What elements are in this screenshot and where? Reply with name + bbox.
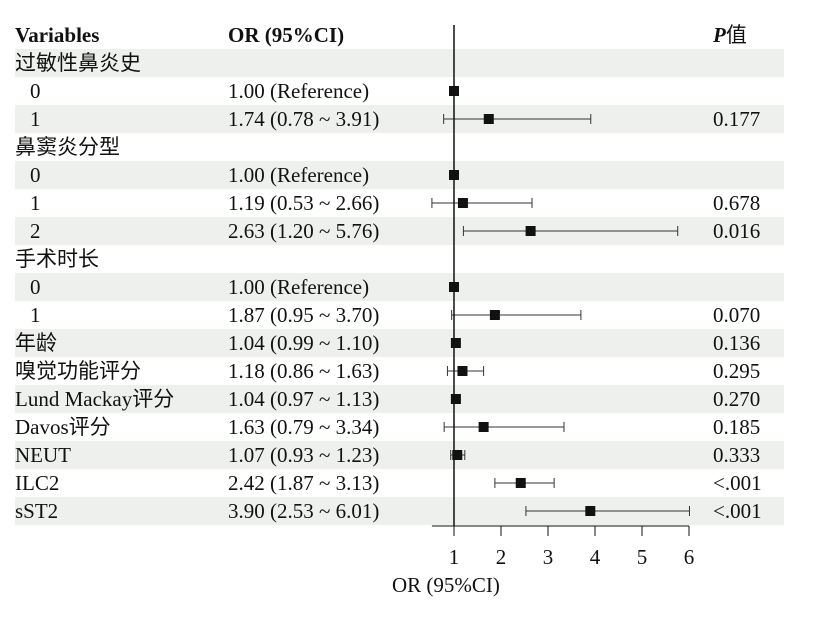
or-ci-text: 2.42 (1.87 ~ 3.13) bbox=[228, 471, 380, 495]
row-stripe bbox=[15, 105, 784, 133]
or-ci-text: 1.87 (0.95 ~ 3.70) bbox=[228, 303, 380, 327]
p-value: 0.136 bbox=[713, 331, 761, 355]
p-value: 0.678 bbox=[713, 191, 761, 215]
group-label: 过敏性鼻炎史 bbox=[15, 51, 141, 75]
row-stripe bbox=[15, 385, 784, 413]
or-point bbox=[525, 226, 536, 236]
or-point bbox=[450, 338, 461, 348]
or-point bbox=[478, 422, 489, 432]
or-ci-text: 1.00 (Reference) bbox=[228, 275, 370, 299]
variable-label: 1 bbox=[30, 107, 41, 131]
or-point bbox=[457, 366, 468, 376]
row-stripe bbox=[15, 49, 784, 77]
variable-label: 0 bbox=[30, 275, 41, 299]
or-ci-text: 2.63 (1.20 ~ 5.76) bbox=[228, 219, 380, 243]
variable-label: 0 bbox=[30, 79, 41, 103]
or-ci-text: 1.19 (0.53 ~ 2.66) bbox=[228, 191, 380, 215]
p-value: <.001 bbox=[713, 471, 762, 495]
p-value: 0.070 bbox=[713, 303, 761, 327]
header-p-letter: P bbox=[713, 23, 726, 47]
or-point bbox=[515, 478, 526, 488]
variable-label: 2 bbox=[30, 219, 41, 243]
or-ci-text: 1.07 (0.93 ~ 1.23) bbox=[228, 443, 380, 467]
variable-label: Lund Mackay评分 bbox=[15, 387, 175, 411]
or-point bbox=[450, 394, 461, 404]
or-point bbox=[457, 198, 468, 208]
variable-label: sST2 bbox=[15, 499, 59, 523]
or-ci-text: 1.00 (Reference) bbox=[228, 163, 370, 187]
x-tick-label: 5 bbox=[637, 545, 648, 569]
or-point bbox=[585, 506, 596, 516]
x-tick-label: 4 bbox=[590, 545, 601, 569]
x-axis-title: OR (95%CI) bbox=[392, 573, 500, 597]
variable-label: 1 bbox=[30, 191, 41, 215]
variable-label: NEUT bbox=[15, 443, 71, 467]
or-ci-text: 1.04 (0.99 ~ 1.10) bbox=[228, 331, 380, 355]
row-stripe bbox=[15, 161, 784, 189]
or-ci-text: 1.04 (0.97 ~ 1.13) bbox=[228, 387, 380, 411]
p-value: 0.295 bbox=[713, 359, 761, 383]
p-value: 0.333 bbox=[713, 443, 761, 467]
header-p: P值 bbox=[713, 21, 747, 49]
x-tick-label: 6 bbox=[684, 545, 695, 569]
x-tick-label: 3 bbox=[543, 545, 554, 569]
header-or: OR (95%CI) bbox=[228, 23, 345, 47]
row-stripe bbox=[15, 329, 784, 357]
p-value: 0.016 bbox=[713, 219, 761, 243]
x-tick-label: 1 bbox=[449, 545, 460, 569]
variable-label: 0 bbox=[30, 163, 41, 187]
or-ci-text: 3.90 (2.53 ~ 6.01) bbox=[228, 499, 380, 523]
row-stripe bbox=[15, 441, 784, 469]
variable-label: 年龄 bbox=[15, 331, 57, 355]
variable-label: Davos评分 bbox=[15, 415, 111, 439]
or-ci-text: 1.74 (0.78 ~ 3.91) bbox=[228, 107, 380, 131]
x-tick-label: 2 bbox=[496, 545, 507, 569]
p-value: <.001 bbox=[713, 499, 762, 523]
or-ci-text: 1.18 (0.86 ~ 1.63) bbox=[228, 359, 380, 383]
or-ci-text: 1.00 (Reference) bbox=[228, 79, 370, 103]
or-point bbox=[489, 310, 500, 320]
p-value: 0.177 bbox=[713, 107, 761, 131]
header-variables: Variables bbox=[15, 23, 100, 47]
or-point bbox=[452, 450, 463, 460]
p-value: 0.270 bbox=[713, 387, 761, 411]
group-label: 手术时长 bbox=[15, 247, 99, 271]
variable-label: 嗅觉功能评分 bbox=[15, 359, 141, 383]
p-value: 0.185 bbox=[713, 415, 761, 439]
variable-label: ILC2 bbox=[15, 471, 60, 495]
group-label: 鼻窦炎分型 bbox=[15, 135, 120, 159]
or-point bbox=[483, 114, 494, 124]
row-stripe bbox=[15, 273, 784, 301]
variable-label: 1 bbox=[30, 303, 41, 327]
or-ci-text: 1.63 (0.79 ~ 3.34) bbox=[228, 415, 380, 439]
header-p-suffix: 值 bbox=[725, 23, 747, 47]
